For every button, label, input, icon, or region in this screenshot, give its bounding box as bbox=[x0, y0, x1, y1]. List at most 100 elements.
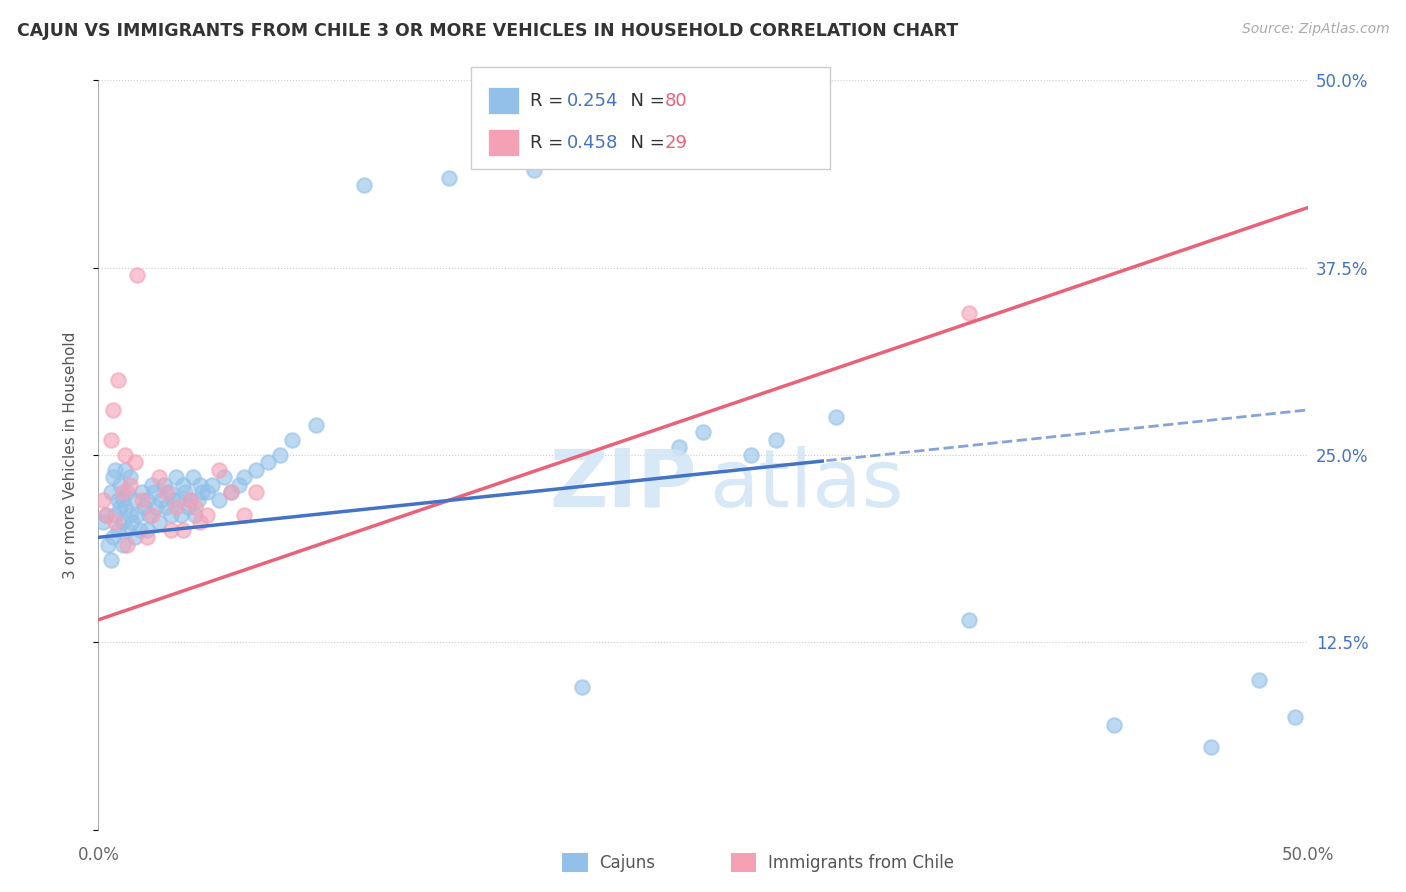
Text: Cajuns: Cajuns bbox=[599, 854, 655, 871]
Point bbox=[114, 448, 136, 462]
Point bbox=[104, 463, 127, 477]
Point bbox=[117, 523, 139, 537]
Point bbox=[117, 485, 139, 500]
Point bbox=[160, 508, 183, 522]
Point bbox=[179, 492, 201, 507]
Point bbox=[765, 433, 787, 447]
Point bbox=[114, 500, 136, 515]
Point bbox=[118, 478, 141, 492]
Point bbox=[108, 500, 131, 515]
Point bbox=[208, 492, 231, 507]
Text: 0.458: 0.458 bbox=[567, 134, 619, 152]
Point bbox=[1249, 673, 1271, 687]
Text: CAJUN VS IMMIGRANTS FROM CHILE 3 OR MORE VEHICLES IN HOUSEHOLD CORRELATION CHART: CAJUN VS IMMIGRANTS FROM CHILE 3 OR MORE… bbox=[17, 22, 957, 40]
Point bbox=[111, 538, 134, 552]
Text: N =: N = bbox=[619, 92, 671, 110]
Point bbox=[131, 485, 153, 500]
Point bbox=[100, 433, 122, 447]
Point bbox=[523, 163, 546, 178]
Text: ZIP: ZIP bbox=[550, 446, 697, 524]
Point bbox=[100, 485, 122, 500]
Point bbox=[157, 485, 180, 500]
Point bbox=[668, 441, 690, 455]
Point bbox=[118, 470, 141, 484]
Point bbox=[269, 448, 291, 462]
Point bbox=[117, 538, 139, 552]
Point bbox=[118, 508, 141, 522]
Point bbox=[232, 470, 254, 484]
Point bbox=[195, 508, 218, 522]
Point bbox=[101, 470, 124, 484]
Point bbox=[256, 455, 278, 469]
Point bbox=[172, 478, 194, 492]
Point bbox=[692, 425, 714, 440]
Point bbox=[127, 508, 149, 522]
Point bbox=[135, 523, 157, 537]
Point bbox=[104, 516, 127, 530]
Point bbox=[135, 530, 157, 544]
Point bbox=[179, 492, 201, 507]
Point bbox=[212, 470, 235, 484]
Point bbox=[221, 485, 243, 500]
Point bbox=[232, 508, 254, 522]
Point bbox=[94, 508, 117, 522]
Point bbox=[221, 485, 243, 500]
Point bbox=[148, 470, 170, 484]
Point bbox=[148, 516, 170, 530]
Point bbox=[111, 492, 134, 507]
Point bbox=[114, 463, 136, 477]
Point bbox=[141, 508, 163, 522]
Point bbox=[1284, 710, 1306, 724]
Point bbox=[208, 463, 231, 477]
Point bbox=[169, 508, 191, 522]
Text: 29: 29 bbox=[665, 134, 688, 152]
Point bbox=[152, 478, 174, 492]
Point bbox=[228, 478, 250, 492]
Point bbox=[141, 478, 163, 492]
Point bbox=[101, 403, 124, 417]
Point bbox=[245, 485, 267, 500]
Point bbox=[201, 478, 224, 492]
Point bbox=[191, 485, 214, 500]
Point bbox=[124, 530, 146, 544]
Point bbox=[108, 478, 131, 492]
Point bbox=[177, 500, 200, 515]
Text: Source: ZipAtlas.com: Source: ZipAtlas.com bbox=[1241, 22, 1389, 37]
Point bbox=[111, 485, 134, 500]
Point bbox=[353, 178, 375, 193]
Text: N =: N = bbox=[619, 134, 671, 152]
Point bbox=[957, 305, 980, 319]
Point bbox=[155, 485, 177, 500]
Point bbox=[188, 516, 211, 530]
Point bbox=[162, 492, 184, 507]
Point bbox=[437, 170, 460, 185]
Point bbox=[150, 492, 173, 507]
Point bbox=[111, 516, 134, 530]
Point bbox=[128, 523, 150, 537]
Point bbox=[825, 410, 848, 425]
Point bbox=[107, 492, 129, 507]
Point bbox=[281, 433, 304, 447]
Point bbox=[94, 508, 117, 522]
Point bbox=[188, 478, 211, 492]
Point bbox=[165, 470, 187, 484]
Point bbox=[145, 500, 167, 515]
Point bbox=[124, 492, 146, 507]
Point bbox=[131, 492, 153, 507]
Point bbox=[172, 523, 194, 537]
Point bbox=[1199, 740, 1222, 755]
Point bbox=[174, 485, 197, 500]
Y-axis label: 3 or more Vehicles in Household: 3 or more Vehicles in Household bbox=[63, 331, 77, 579]
Point bbox=[184, 500, 207, 515]
Point bbox=[104, 508, 127, 522]
Point bbox=[124, 455, 146, 469]
Point bbox=[571, 680, 593, 694]
Point bbox=[138, 508, 160, 522]
Point bbox=[101, 530, 124, 544]
Point bbox=[1102, 717, 1125, 731]
Point bbox=[143, 485, 166, 500]
Point bbox=[957, 613, 980, 627]
Text: 0.254: 0.254 bbox=[567, 92, 619, 110]
Point bbox=[740, 448, 762, 462]
Point bbox=[165, 500, 187, 515]
